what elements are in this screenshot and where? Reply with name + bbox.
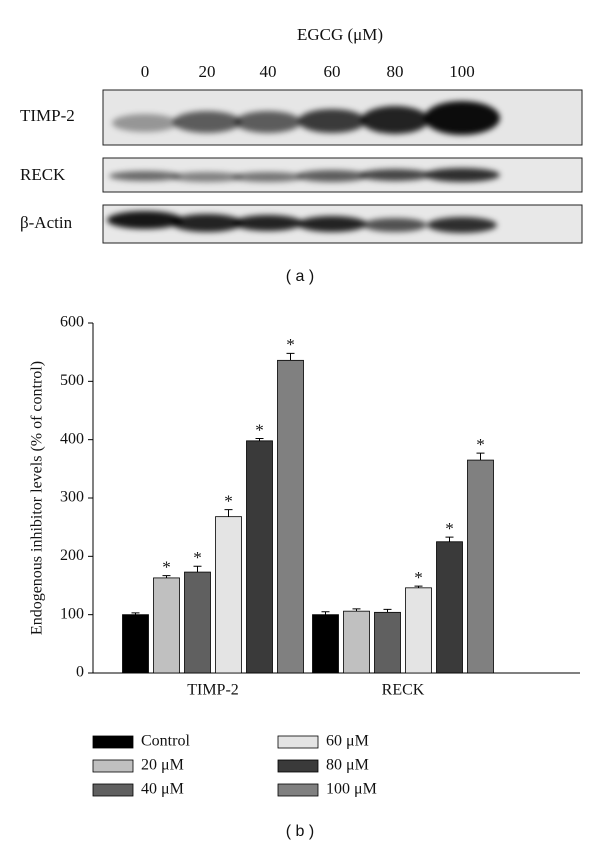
- lane-label: 40: [260, 62, 277, 81]
- treatment-label: EGCG (μM): [297, 25, 383, 44]
- legend-swatch: [92, 783, 134, 797]
- significance-label: *: [476, 435, 485, 454]
- y-tick-label: 600: [60, 314, 84, 331]
- blot-panel: [102, 89, 583, 244]
- bar: [277, 359, 304, 674]
- bar: [215, 516, 242, 674]
- significance-label: *: [193, 548, 202, 567]
- panel-label: ( b ): [286, 823, 314, 840]
- error-bar: [321, 611, 330, 615]
- legend-label: 60 μM: [326, 733, 369, 750]
- row-label: RECK: [20, 165, 66, 184]
- error-bar: [162, 575, 171, 578]
- significance-label: *: [445, 519, 454, 538]
- lane-label: 60: [324, 62, 341, 81]
- error-bar: [352, 608, 361, 612]
- error-bar: [193, 565, 202, 573]
- bar: [405, 587, 432, 674]
- x-tick-label: RECK: [382, 682, 425, 699]
- bar: [467, 459, 494, 674]
- y-tick-label: 300: [60, 489, 84, 506]
- legend-swatch: [92, 759, 134, 773]
- significance-label: *: [255, 420, 264, 439]
- error-bar: [414, 585, 423, 588]
- significance-label: *: [286, 335, 295, 354]
- error-bar: [383, 608, 392, 613]
- x-tick-label: TIMP-2: [187, 682, 239, 699]
- bar: [343, 610, 370, 674]
- lane-label: 100: [449, 62, 475, 81]
- legend-swatch: [277, 759, 319, 773]
- error-bar: [224, 509, 233, 517]
- significance-label: *: [224, 492, 233, 511]
- lane-label: 0: [141, 62, 150, 81]
- y-tick-label: 100: [60, 605, 84, 622]
- legend-swatch: [92, 735, 134, 749]
- y-tick-label: 200: [60, 547, 84, 564]
- bar: [153, 577, 180, 674]
- error-bar: [255, 438, 264, 441]
- legend-label: 40 μM: [141, 781, 184, 798]
- error-bar: [131, 612, 140, 615]
- bands: [107, 101, 500, 233]
- panel-label: ( a ): [286, 268, 314, 285]
- row-label: β-Actin: [20, 213, 73, 232]
- error-bar: [476, 452, 485, 461]
- bar: [436, 541, 463, 674]
- significance-label: *: [414, 568, 423, 587]
- legend-label: 100 μM: [326, 781, 377, 798]
- bar: [184, 571, 211, 674]
- legend-swatch: [277, 783, 319, 797]
- lane-label: 80: [387, 62, 404, 81]
- y-axis-label: Endogenous inhibitor levels (% of contro…: [29, 361, 46, 635]
- bar: [312, 614, 339, 674]
- y-tick-label: 400: [60, 430, 84, 447]
- lane-label: 20: [199, 62, 216, 81]
- y-tick-label: 500: [60, 372, 84, 389]
- legend-label: Control: [141, 733, 190, 750]
- legend-swatch: [277, 735, 319, 749]
- bar: [374, 611, 401, 674]
- bar: [246, 440, 273, 674]
- legend-label: 80 μM: [326, 757, 369, 774]
- row-label: TIMP-2: [20, 106, 75, 125]
- legend-label: 20 μM: [141, 757, 184, 774]
- error-bar: [286, 352, 295, 361]
- significance-label: *: [162, 557, 171, 576]
- bar: [122, 614, 149, 674]
- error-bar: [445, 536, 454, 542]
- y-tick-label: 0: [76, 664, 84, 681]
